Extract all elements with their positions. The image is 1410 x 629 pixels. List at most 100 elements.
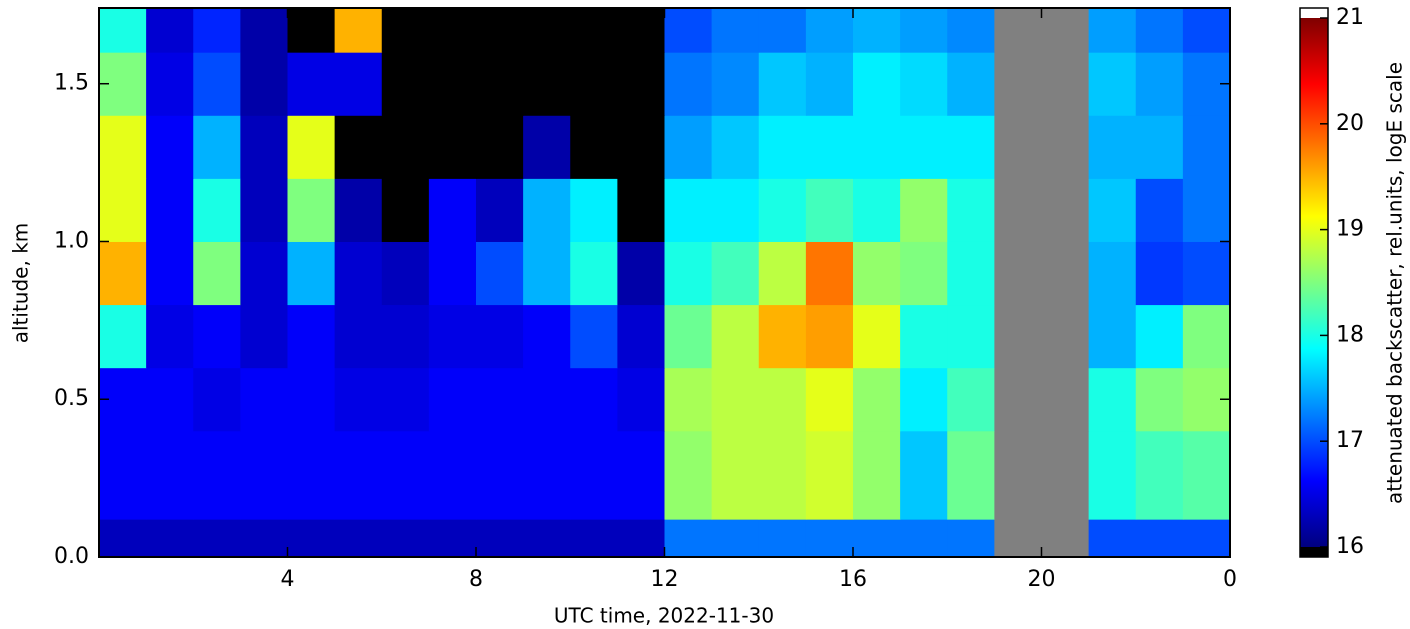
colorbar	[1300, 18, 1328, 547]
colorbar-tick-label: 16	[1336, 534, 1364, 559]
heatmap-cell	[1041, 241, 1090, 306]
heatmap-cell	[947, 115, 995, 179]
y-tick-label: 1.0	[54, 228, 89, 253]
x-tick-label: 16	[839, 567, 867, 592]
y-tick-label: 0.0	[54, 544, 89, 569]
heatmap-cell	[617, 8, 665, 53]
heatmap-cell	[664, 304, 713, 369]
heatmap-cell	[664, 178, 713, 242]
heatmap-cell	[570, 241, 618, 306]
heatmap-cell	[758, 241, 807, 306]
x-tick-label: 12	[651, 567, 679, 592]
heatmap-cell	[617, 367, 665, 432]
heatmap-cell	[664, 519, 713, 558]
heatmap-cell	[381, 115, 430, 179]
heatmap-cell	[523, 115, 571, 179]
heatmap-cell	[664, 430, 713, 520]
heatmap-cell	[287, 241, 336, 306]
heatmap-cell	[1088, 241, 1137, 306]
heatmap-cell	[146, 178, 194, 242]
heatmap-cell	[947, 8, 995, 53]
heatmap-cell	[617, 519, 665, 558]
heatmap-cell	[994, 519, 1042, 558]
heatmap-cell	[523, 367, 571, 432]
heatmap-cell	[1135, 115, 1184, 179]
heatmap-cell	[947, 52, 995, 116]
heatmap-cell	[334, 430, 383, 520]
heatmap-cell	[193, 304, 241, 369]
heatmap-cell	[146, 430, 194, 520]
x-tick-label: 8	[469, 567, 483, 592]
heatmap-cell	[994, 241, 1042, 306]
heatmap-cell	[381, 430, 430, 520]
heatmap-cell	[240, 367, 288, 432]
heatmap-cell	[99, 241, 147, 306]
y-tick-label: 0.5	[54, 386, 89, 411]
heatmap-cell	[1088, 8, 1137, 53]
heatmap-cell	[900, 52, 948, 116]
colorbar-over	[1300, 8, 1328, 18]
heatmap-cell	[476, 178, 524, 242]
heatmap-cell	[711, 241, 760, 306]
heatmap-cell	[805, 367, 854, 432]
heatmap-cell	[900, 367, 948, 432]
x-tick-label: 0	[1223, 567, 1237, 592]
heatmap-cell	[947, 178, 995, 242]
heatmap-cell	[805, 241, 854, 306]
heatmap-cell	[1041, 52, 1090, 116]
heatmap-cell	[99, 8, 147, 53]
heatmap-cell	[664, 52, 713, 116]
heatmap-cell	[476, 115, 524, 179]
heatmap-cell	[617, 430, 665, 520]
heatmap-cell	[805, 519, 854, 558]
heatmap-cell	[1135, 178, 1184, 242]
heatmap-cell	[570, 115, 618, 179]
heatmap-cell	[1135, 241, 1184, 306]
colorbar-under	[1300, 547, 1328, 557]
heatmap-cell	[193, 367, 241, 432]
heatmap-cell	[381, 52, 430, 116]
heatmap-cell	[994, 8, 1042, 53]
heatmap-cell	[1041, 367, 1090, 432]
heatmap-cell	[1182, 178, 1231, 242]
heatmap-cell	[1041, 304, 1090, 369]
heatmap-cell	[947, 519, 995, 558]
heatmap-cell	[99, 430, 147, 520]
colorbar-tick-label: 17	[1336, 428, 1364, 453]
heatmap-cell	[476, 304, 524, 369]
heatmap-cell	[1041, 8, 1090, 53]
heatmap-cell	[193, 178, 241, 242]
heatmap-cell	[99, 519, 147, 558]
heatmap-cell	[805, 52, 854, 116]
heatmap-cell	[900, 8, 948, 53]
heatmap-cell	[1041, 178, 1090, 242]
heatmap-cell	[381, 178, 430, 242]
heatmap-cell	[99, 178, 147, 242]
heatmap-cell	[1041, 519, 1090, 558]
heatmap-cell	[994, 178, 1042, 242]
heatmap-cell	[664, 115, 713, 179]
colorbar-tick-label: 21	[1336, 5, 1364, 30]
heatmap-cell	[805, 178, 854, 242]
colorbar-frame	[1299, 7, 1329, 558]
heatmap-cell	[617, 115, 665, 179]
heatmap-cell	[711, 430, 760, 520]
heatmap-cell	[1135, 8, 1184, 53]
heatmap-cell	[381, 241, 430, 306]
heatmap-cell	[334, 367, 383, 432]
heatmap-cell	[428, 52, 477, 116]
heatmap-cell	[476, 52, 524, 116]
heatmap-cell	[853, 52, 901, 116]
heatmap-cell	[994, 367, 1042, 432]
colorbar-tick-label: 20	[1336, 111, 1364, 136]
heatmap-cell	[1182, 519, 1231, 558]
heatmap-cell	[428, 367, 477, 432]
heatmap-cell	[947, 241, 995, 306]
heatmap-cell	[381, 519, 430, 558]
heatmap-cell	[1088, 430, 1137, 520]
heatmap-cell	[287, 178, 336, 242]
heatmap-cell	[1041, 115, 1090, 179]
heatmap-cell	[334, 241, 383, 306]
x-tick-label: 20	[1028, 567, 1056, 592]
heatmap-cell	[240, 52, 288, 116]
